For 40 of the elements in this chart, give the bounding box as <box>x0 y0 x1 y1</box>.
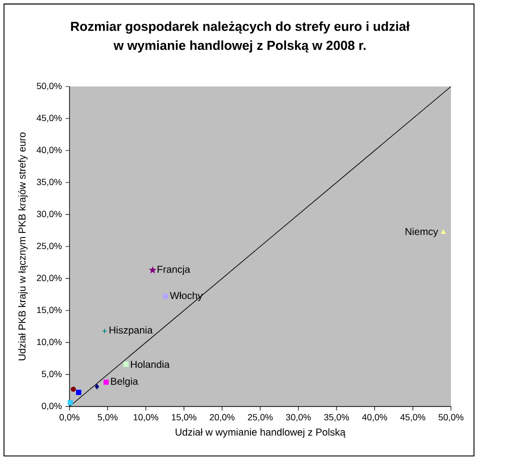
y-tick-label: 10,0% <box>37 338 62 346</box>
y-tick-label: 20,0% <box>36 274 62 282</box>
point <box>94 384 100 390</box>
y-tick-label: 50,0% <box>36 82 62 90</box>
point <box>76 390 82 396</box>
point <box>150 266 156 273</box>
series-label: Niemcy <box>406 228 438 238</box>
y-tick-label: 0,0% <box>42 402 62 410</box>
chart-title: Rozmiar gospodarek należących do strefy euro i udział w wymianie handlowej z Polską w 2008 r. <box>71 21 410 53</box>
x-tick-label: 40,0% <box>362 414 388 422</box>
point <box>441 230 446 234</box>
point <box>163 294 168 300</box>
x-tick-label: 30,0% <box>286 414 311 422</box>
x-tick-label: 0,0% <box>60 414 80 422</box>
y-tick-label: 15,0% <box>37 306 62 314</box>
x-axis-title: Udział w wymianie handlowej z Polską <box>176 428 346 438</box>
series-label: Belgia <box>111 378 138 387</box>
x-tick-label: 5,0% <box>98 414 118 422</box>
x-tick-label: 45,0% <box>400 414 426 422</box>
x-tick-label: 10,0% <box>134 414 158 422</box>
y-axis-title: Udział PKB kraju w łącznym PKB krajów strefy euro <box>18 132 28 360</box>
series-label: Holandia <box>130 360 170 368</box>
point <box>102 328 108 334</box>
y-tick-label: 40,0% <box>36 146 62 154</box>
x-tick-label: 25,0% <box>248 414 273 422</box>
y-tick-label: 30,0% <box>36 210 62 218</box>
point <box>123 362 129 367</box>
point <box>68 400 73 406</box>
series-label: Francja <box>158 266 190 275</box>
point <box>70 386 76 392</box>
y-tick-label: 45,0% <box>36 114 62 122</box>
x-tick-label: 20,0% <box>210 414 235 422</box>
y-tick-label: 35,0% <box>36 178 62 186</box>
x-tick-label: 35,0% <box>324 414 349 422</box>
x-tick-label: 50,0% <box>438 414 464 422</box>
y-tick-label: 25,0% <box>36 242 62 250</box>
x-tick-label: 15,0% <box>172 414 196 422</box>
y-tick-label: 5,0% <box>42 370 62 378</box>
series-label: Hiszpania <box>110 326 153 336</box>
point <box>104 380 109 385</box>
